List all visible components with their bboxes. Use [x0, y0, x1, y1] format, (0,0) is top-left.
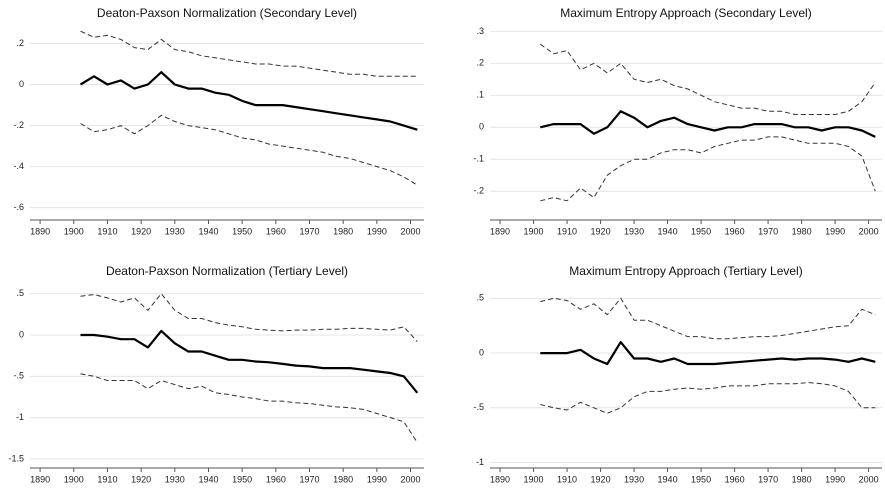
panel-title: Deaton-Paxson Normalization (Tertiary Le…: [106, 264, 348, 278]
x-tick-label: 1930: [624, 474, 644, 484]
x-tick-label: 1940: [658, 226, 678, 236]
x-tick-label: 1960: [725, 474, 745, 484]
x-tick-label: 1920: [591, 474, 611, 484]
y-tick-label: -.1: [473, 154, 484, 164]
y-tick-label: .5: [16, 288, 24, 298]
y-tick-label: -.6: [13, 202, 24, 212]
panel-title: Deaton-Paxson Normalization (Secondary L…: [97, 6, 357, 20]
x-tick-label: 1940: [198, 226, 218, 236]
y-tick-label: 0: [19, 79, 24, 89]
x-tick-label: 1960: [266, 226, 286, 236]
x-tick-label: 1970: [758, 226, 778, 236]
x-tick-label: 1950: [232, 226, 252, 236]
y-tick-label: -.4: [13, 161, 24, 171]
x-tick-label: 1920: [131, 226, 151, 236]
x-tick-label: 1940: [658, 474, 678, 484]
confidence-band: [80, 30, 418, 77]
confidence-band: [540, 297, 876, 340]
y-tick-label: .3: [476, 26, 484, 36]
y-tick-label: .2: [476, 58, 484, 68]
x-tick-label: 1930: [624, 226, 644, 236]
x-tick-label: 1910: [557, 474, 577, 484]
confidence-band: [80, 373, 418, 443]
y-tick-label: .1: [476, 90, 484, 100]
confidence-band: [540, 382, 876, 414]
x-tick-label: 1890: [30, 474, 50, 484]
x-tick-label: 2000: [859, 474, 879, 484]
y-tick-label: .2: [16, 38, 24, 48]
x-tick-label: 1970: [299, 226, 319, 236]
x-tick-label: 1990: [825, 474, 845, 484]
x-tick-label: 1920: [591, 226, 611, 236]
x-tick-label: 1890: [30, 226, 50, 236]
x-tick-label: 1980: [333, 474, 353, 484]
panel-title: Maximum Entropy Approach (Secondary Leve…: [560, 6, 811, 20]
y-tick-label: .5: [476, 293, 484, 303]
x-tick-label: 1910: [97, 474, 117, 484]
estimate-line: [80, 329, 419, 394]
x-tick-label: 1910: [97, 226, 117, 236]
y-tick-label: -.5: [13, 371, 24, 381]
x-tick-label: 1970: [758, 474, 778, 484]
x-tick-label: 1990: [367, 226, 387, 236]
x-tick-label: 1930: [165, 474, 185, 484]
y-tick-label: 0: [19, 329, 24, 339]
x-tick-label: 1950: [232, 474, 252, 484]
x-tick-label: 1940: [198, 474, 218, 484]
y-tick-label: -.5: [473, 402, 484, 412]
x-tick-label: 1970: [299, 474, 319, 484]
x-tick-label: 1900: [64, 226, 84, 236]
y-tick-label: 0: [479, 122, 484, 132]
y-tick-label: -1: [476, 457, 484, 467]
panel-title: Maximum Entropy Approach (Tertiary Level…: [569, 264, 802, 278]
x-tick-label: 1960: [266, 474, 286, 484]
y-tick-label: -.2: [473, 186, 484, 196]
x-tick-label: 1900: [524, 474, 544, 484]
x-tick-label: 2000: [401, 226, 421, 236]
x-tick-label: 1890: [490, 226, 510, 236]
y-tick-label: -1: [16, 412, 24, 422]
estimate-line: [540, 110, 876, 138]
confidence-band: [540, 136, 876, 202]
x-tick-label: 1990: [367, 474, 387, 484]
estimate-line: [540, 341, 876, 366]
x-tick-label: 1960: [725, 226, 745, 236]
x-tick-label: 1950: [691, 474, 711, 484]
x-tick-label: 1930: [165, 226, 185, 236]
y-tick-label: -1.5: [8, 453, 24, 463]
x-tick-label: 2000: [859, 226, 879, 236]
x-tick-label: 2000: [401, 474, 421, 484]
y-tick-label: 0: [479, 347, 484, 357]
y-tick-label: -.2: [13, 120, 24, 130]
x-tick-label: 1900: [64, 474, 84, 484]
x-tick-label: 1980: [792, 474, 812, 484]
x-tick-label: 1890: [490, 474, 510, 484]
x-tick-label: 1900: [524, 226, 544, 236]
estimate-line: [79, 71, 418, 131]
x-tick-label: 1920: [131, 474, 151, 484]
x-tick-label: 1980: [333, 226, 353, 236]
confidence-band: [540, 43, 876, 115]
confidence-band: [80, 114, 418, 186]
x-tick-label: 1990: [825, 226, 845, 236]
confidence-band: [80, 293, 418, 342]
x-tick-label: 1910: [557, 226, 577, 236]
x-tick-label: 1980: [792, 226, 812, 236]
x-tick-label: 1950: [691, 226, 711, 236]
